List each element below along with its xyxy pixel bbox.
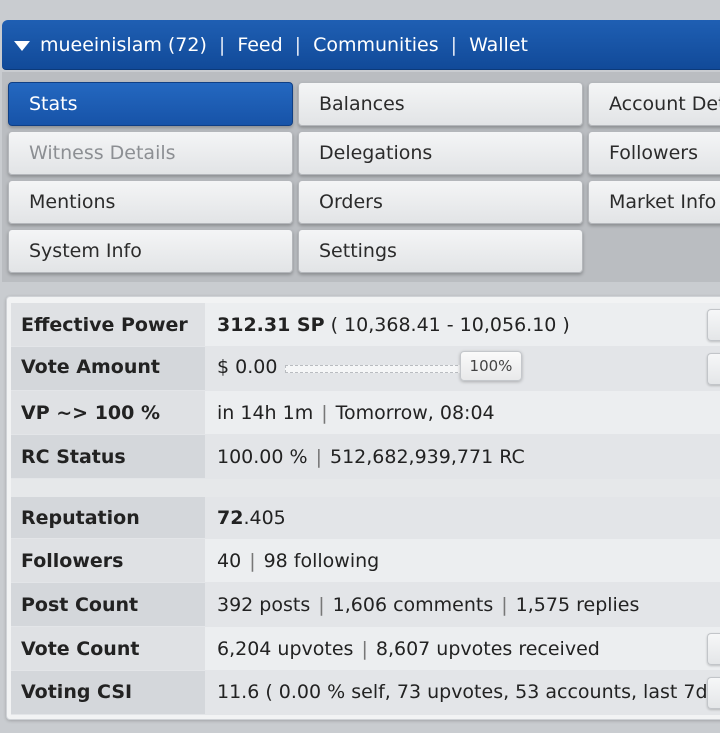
row-label: VP ~> 100 % — [11, 391, 205, 434]
followers-count[interactable]: 40 — [217, 550, 242, 572]
nav-separator: | — [218, 33, 226, 56]
row-value: in 14h 1m | Tomorrow, 08:04 — [205, 391, 720, 434]
effective-power-breakdown: ( 10,368.41 - 10,056.10 ) — [330, 314, 570, 336]
row-value: 312.31 SP ( 10,368.41 - 10,056.10 ) — [205, 303, 720, 346]
row-value: 100.00 % | 512,682,939,771 RC — [205, 435, 720, 478]
effective-power-sp: 312.31 SP — [217, 314, 325, 336]
menu-account-details-button[interactable]: Account Det — [588, 82, 720, 126]
row-value: 72.405 — [205, 497, 720, 538]
row-label: Vote Amount — [11, 347, 205, 390]
divider: | — [501, 594, 508, 616]
stats-row-followers: Followers 40 | 98 following — [11, 539, 720, 583]
stats-row-rc-status: RC Status 100.00 % | 512,682,939,771 RC — [11, 435, 720, 479]
username-link[interactable]: mueeinislam (72) — [40, 33, 207, 56]
row-action-button[interactable] — [707, 633, 720, 665]
row-label: RC Status — [11, 435, 205, 478]
posts-count: 392 posts — [217, 594, 311, 616]
row-action-button[interactable] — [707, 309, 720, 341]
section-gap — [11, 479, 720, 497]
reputation-integer: 72 — [217, 507, 244, 529]
following-count[interactable]: 98 following — [263, 550, 380, 572]
row-label: Effective Power — [11, 303, 205, 346]
nav-link-feed[interactable]: Feed — [237, 33, 283, 56]
row-value: 6,204 upvotes | 8,607 upvotes received — [205, 627, 720, 670]
vp-time-remaining: in 14h 1m — [217, 402, 314, 424]
menu-stats-button[interactable]: Stats — [8, 82, 293, 126]
menu-mentions-button[interactable]: Mentions — [8, 180, 293, 224]
stats-row-post-count: Post Count 392 posts | 1,606 comments | 1,57… — [11, 583, 720, 627]
row-label: Vote Count — [11, 627, 205, 670]
rc-percent: 100.00 % — [217, 446, 308, 468]
divider: | — [321, 402, 328, 424]
menu-market-info-button[interactable]: Market Info — [588, 180, 720, 224]
row-action-button[interactable] — [707, 677, 720, 709]
menu-delegations-button[interactable]: Delegations — [298, 131, 583, 175]
menu-orders-button[interactable]: Orders — [298, 180, 583, 224]
row-value: $ 0.00 100% — [205, 347, 720, 390]
nav-separator: | — [450, 33, 458, 56]
reputation-decimal: .405 — [243, 507, 286, 529]
row-label: Post Count — [11, 583, 205, 626]
comments-count: 1,606 comments — [332, 594, 494, 616]
row-value: 11.6 ( 0.00 % self, 73 upvotes, 53 accou… — [205, 671, 720, 714]
vote-weight-slider-handle[interactable]: 100% — [460, 351, 522, 381]
nav-separator: | — [294, 33, 302, 56]
top-navigation-bar: mueeinislam (72) | Feed | Communities | … — [2, 20, 720, 70]
stats-row-voting-csi: Voting CSI 11.6 ( 0.00 % self, 73 upvote… — [11, 671, 720, 715]
stats-panel: Effective Power 312.31 SP ( 10,368.41 - … — [6, 296, 720, 720]
divider: | — [318, 594, 325, 616]
row-value: 392 posts | 1,606 comments | 1,575 replies — [205, 583, 720, 626]
voting-csi-value: 11.6 ( 0.00 % self, 73 upvotes, 53 accou… — [217, 681, 720, 703]
row-label: Reputation — [11, 497, 205, 538]
rc-amount: 512,682,939,771 RC — [329, 446, 525, 468]
section-menu: Stats Balances Account Det Witness Detai… — [2, 72, 720, 282]
row-label: Voting CSI — [11, 671, 205, 714]
stats-row-vote-amount: Vote Amount $ 0.00 100% — [11, 347, 720, 391]
divider: | — [361, 638, 368, 660]
nav-link-communities[interactable]: Communities — [313, 33, 439, 56]
row-value: 40 | 98 following — [205, 539, 720, 582]
replies-count: 1,575 replies — [515, 594, 640, 616]
divider: | — [315, 446, 322, 468]
divider: | — [249, 550, 256, 572]
upvotes-count: 6,204 upvotes — [217, 638, 354, 660]
row-label: Followers — [11, 539, 205, 582]
vp-full-at: Tomorrow, 08:04 — [335, 402, 495, 424]
stats-row-vote-count: Vote Count 6,204 upvotes | 8,607 upvotes r… — [11, 627, 720, 671]
vote-amount-value: $ 0.00 — [217, 356, 278, 378]
stats-row-effective-power: Effective Power 312.31 SP ( 10,368.41 - … — [11, 303, 720, 347]
row-action-button[interactable] — [707, 353, 720, 385]
vote-weight-slider[interactable] — [285, 365, 463, 373]
menu-settings-button[interactable]: Settings — [298, 229, 583, 273]
upvotes-received-count: 8,607 upvotes received — [375, 638, 600, 660]
menu-system-info-button[interactable]: System Info — [8, 229, 293, 273]
dropdown-caret-icon[interactable] — [14, 40, 30, 51]
menu-followers-button[interactable]: Followers — [588, 131, 720, 175]
menu-witness-details-button: Witness Details — [8, 131, 293, 175]
stats-row-vp: VP ~> 100 % in 14h 1m | Tomorrow, 08:04 — [11, 391, 720, 435]
nav-link-wallet[interactable]: Wallet — [469, 33, 528, 56]
menu-balances-button[interactable]: Balances — [298, 82, 583, 126]
stats-row-reputation: Reputation 72.405 — [11, 497, 720, 539]
